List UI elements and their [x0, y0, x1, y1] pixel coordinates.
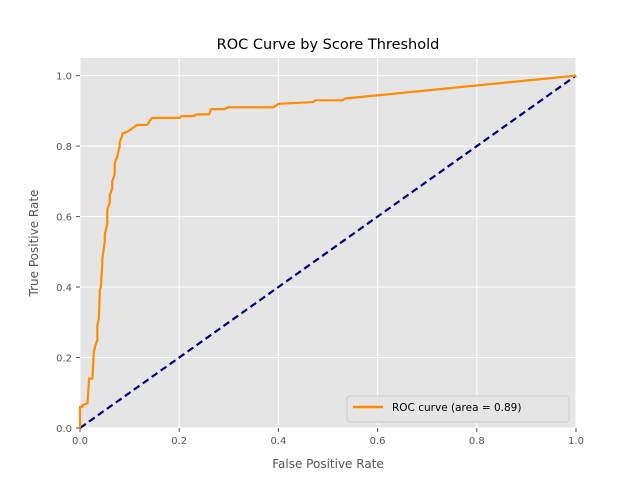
x-tick-label: 0.2	[171, 436, 187, 447]
y-tick-label: 0.6	[56, 213, 72, 224]
x-tick-label: 0.8	[469, 436, 485, 447]
x-tick-label: 0.4	[270, 436, 286, 447]
y-tick-label: 0.0	[56, 424, 72, 435]
x-tick-label: 0.6	[370, 436, 386, 447]
chance-diagonal-line	[79, 74, 577, 429]
y-axis-ticks: 0.0 0.2 0.4 0.6 0.8 1.0	[56, 72, 80, 435]
x-tick-label: 0.0	[72, 436, 88, 447]
legend-box	[346, 395, 570, 423]
y-tick-label: 1.0	[56, 72, 72, 83]
legend-label-roc: ROC curve (area = 0.89)	[392, 402, 521, 414]
grid	[79, 58, 577, 429]
y-tick-label: 0.2	[56, 354, 72, 365]
y-tick-label: 0.4	[56, 283, 72, 294]
x-axis-ticks: 0.0 0.2 0.4 0.6 0.8 1.0	[72, 428, 584, 447]
x-axis-label: False Positive Rate	[272, 457, 384, 471]
plot-area	[80, 58, 576, 428]
legend: ROC curve (area = 0.89)	[346, 395, 570, 423]
chart-title: ROC Curve by Score Threshold	[217, 37, 440, 53]
roc-curve-line	[78, 74, 577, 428]
y-tick-label: 0.8	[56, 142, 72, 153]
series-layer	[78, 74, 577, 429]
x-tick-label: 1.0	[568, 436, 584, 447]
y-axis-label: True Positive Rate	[27, 190, 41, 298]
